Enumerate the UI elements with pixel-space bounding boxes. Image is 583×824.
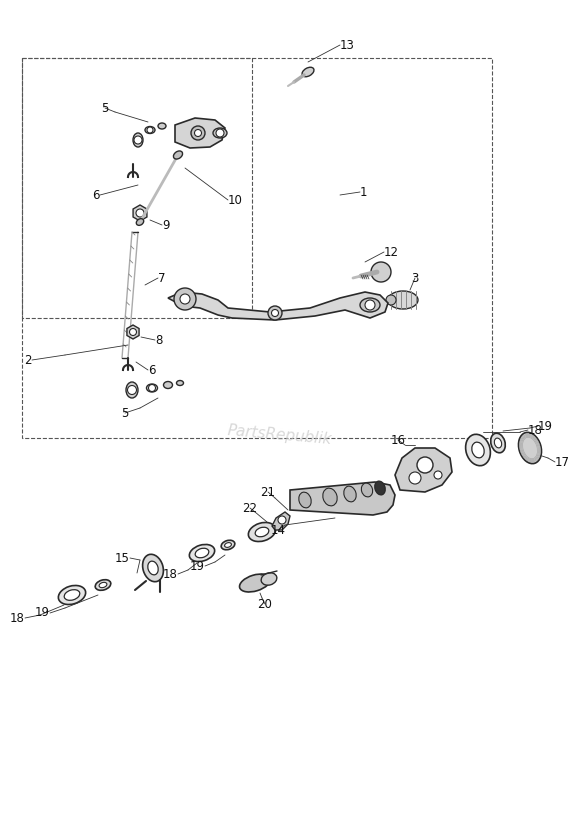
Text: 9: 9 xyxy=(162,218,170,232)
Circle shape xyxy=(136,209,144,217)
Ellipse shape xyxy=(224,543,231,547)
Ellipse shape xyxy=(64,590,80,601)
Ellipse shape xyxy=(388,291,418,309)
Text: PartsRepublik: PartsRepublik xyxy=(227,423,333,447)
Circle shape xyxy=(216,129,224,137)
Ellipse shape xyxy=(494,438,501,448)
Text: 10: 10 xyxy=(228,194,243,207)
Text: 7: 7 xyxy=(158,271,166,284)
Ellipse shape xyxy=(95,579,111,590)
Ellipse shape xyxy=(133,133,143,147)
Text: 20: 20 xyxy=(258,597,272,611)
Text: 6: 6 xyxy=(148,363,156,377)
Text: 13: 13 xyxy=(340,39,355,52)
Ellipse shape xyxy=(360,298,380,312)
Ellipse shape xyxy=(145,127,155,133)
Text: 18: 18 xyxy=(10,611,25,625)
Text: 8: 8 xyxy=(155,334,163,347)
Text: 15: 15 xyxy=(115,551,130,564)
Ellipse shape xyxy=(58,586,86,605)
Text: 18: 18 xyxy=(528,424,543,437)
Ellipse shape xyxy=(472,442,484,458)
Ellipse shape xyxy=(491,433,505,452)
Circle shape xyxy=(371,262,391,282)
Text: 14: 14 xyxy=(271,523,286,536)
Circle shape xyxy=(147,127,153,133)
Text: 1: 1 xyxy=(360,185,367,199)
Bar xyxy=(405,462,417,480)
Ellipse shape xyxy=(299,492,311,508)
Polygon shape xyxy=(290,482,395,515)
Text: 22: 22 xyxy=(243,502,258,514)
Ellipse shape xyxy=(375,481,385,495)
Ellipse shape xyxy=(173,151,182,159)
Ellipse shape xyxy=(126,382,138,398)
Text: 21: 21 xyxy=(261,485,276,499)
Polygon shape xyxy=(395,448,452,492)
Polygon shape xyxy=(133,205,147,221)
Circle shape xyxy=(128,386,136,395)
Text: 5: 5 xyxy=(121,406,129,419)
Polygon shape xyxy=(272,512,290,530)
Circle shape xyxy=(417,457,433,473)
Ellipse shape xyxy=(99,583,107,588)
Bar xyxy=(22,58,492,438)
Ellipse shape xyxy=(143,555,163,582)
Ellipse shape xyxy=(148,561,158,575)
Circle shape xyxy=(365,300,375,310)
Ellipse shape xyxy=(189,545,215,561)
Ellipse shape xyxy=(221,541,235,550)
Text: 3: 3 xyxy=(412,271,419,284)
Circle shape xyxy=(386,295,396,305)
Ellipse shape xyxy=(158,123,166,129)
Polygon shape xyxy=(127,325,139,339)
Ellipse shape xyxy=(136,218,143,225)
Circle shape xyxy=(180,294,190,304)
Bar xyxy=(22,58,252,318)
Text: 5: 5 xyxy=(101,101,108,115)
Text: 19: 19 xyxy=(190,559,205,573)
Circle shape xyxy=(149,385,156,391)
Ellipse shape xyxy=(255,527,269,536)
Ellipse shape xyxy=(261,573,277,585)
Circle shape xyxy=(134,136,142,144)
Text: 18: 18 xyxy=(163,568,178,580)
Ellipse shape xyxy=(146,384,157,392)
Text: 19: 19 xyxy=(538,419,553,433)
Circle shape xyxy=(191,126,205,140)
Ellipse shape xyxy=(177,381,184,386)
Ellipse shape xyxy=(248,522,276,541)
Text: 16: 16 xyxy=(391,433,406,447)
Circle shape xyxy=(268,306,282,320)
Ellipse shape xyxy=(240,574,271,592)
Circle shape xyxy=(129,329,136,335)
Circle shape xyxy=(272,310,279,316)
Ellipse shape xyxy=(518,433,542,464)
Text: 6: 6 xyxy=(93,189,100,202)
Circle shape xyxy=(278,516,286,524)
Circle shape xyxy=(174,288,196,310)
Circle shape xyxy=(409,472,421,484)
Text: 2: 2 xyxy=(24,353,32,367)
Polygon shape xyxy=(168,292,388,320)
Text: 17: 17 xyxy=(555,456,570,469)
Ellipse shape xyxy=(163,382,173,388)
Text: 19: 19 xyxy=(35,606,50,620)
Ellipse shape xyxy=(466,434,490,466)
Circle shape xyxy=(195,129,202,137)
Ellipse shape xyxy=(213,128,227,138)
Text: 12: 12 xyxy=(384,246,399,259)
Ellipse shape xyxy=(302,68,314,77)
Circle shape xyxy=(434,471,442,479)
Polygon shape xyxy=(175,118,225,148)
Ellipse shape xyxy=(361,483,373,497)
Ellipse shape xyxy=(195,548,209,558)
Ellipse shape xyxy=(344,486,356,502)
Ellipse shape xyxy=(323,488,337,506)
